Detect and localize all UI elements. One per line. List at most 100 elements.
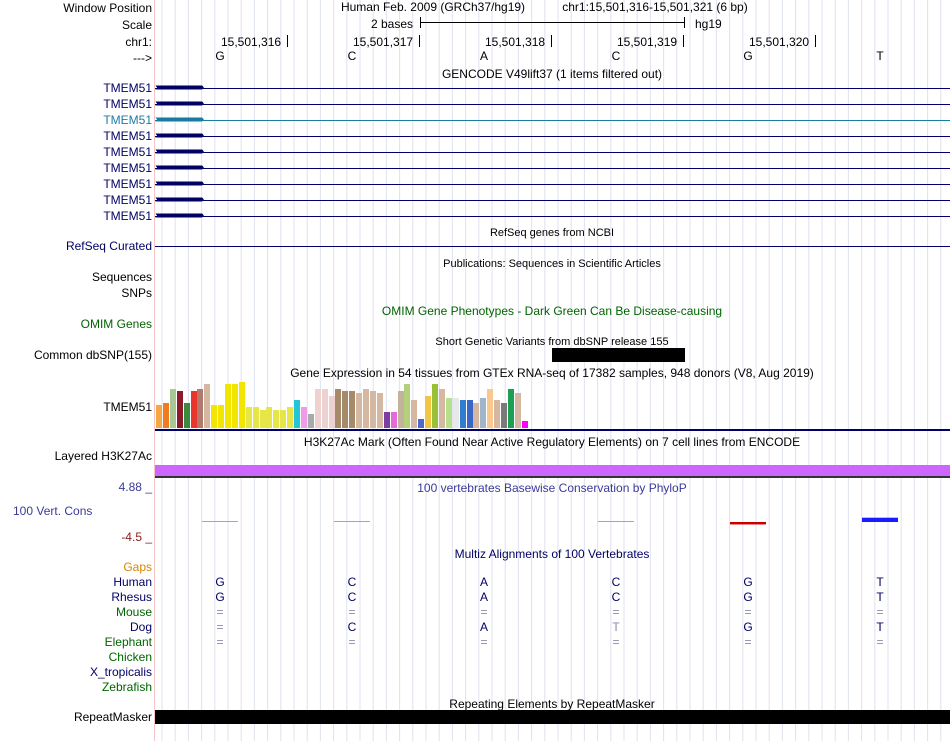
- gtex-tissue-bar[interactable]: [245, 407, 252, 428]
- gtex-tissue-bar[interactable]: [369, 391, 376, 428]
- gtex-tissue-bar[interactable]: [376, 393, 383, 428]
- gtex-tissue-bar[interactable]: [473, 403, 480, 428]
- gtex-tissue-bar[interactable]: [252, 407, 259, 428]
- gtex-tissue-bar[interactable]: [156, 405, 162, 428]
- gtex-tissue-bar[interactable]: [383, 412, 390, 428]
- dbsnp-track-label[interactable]: Common dbSNP(155): [33, 348, 152, 362]
- gtex-tissue-bar[interactable]: [211, 405, 218, 428]
- gtex-tissue-bar[interactable]: [432, 384, 438, 428]
- gtex-tissue-bar[interactable]: [266, 407, 273, 428]
- gencode-gene-label[interactable]: TMEM51: [103, 193, 152, 207]
- gtex-tissue-bar[interactable]: [404, 384, 411, 428]
- gtex-tissue-bar[interactable]: [169, 389, 176, 428]
- gencode-transcript-line[interactable]: [155, 168, 950, 169]
- gtex-tissue-bar[interactable]: [231, 384, 238, 428]
- multiz-species-label[interactable]: Elephant: [104, 635, 152, 649]
- h3k27ac-track-label[interactable]: Layered H3K27Ac: [54, 449, 152, 463]
- gtex-tissue-bar[interactable]: [349, 391, 356, 428]
- gtex-tissue-bar[interactable]: [183, 403, 190, 428]
- gencode-gene-label[interactable]: TMEM51: [103, 81, 152, 95]
- gencode-transcript-line[interactable]: [155, 200, 950, 201]
- gtex-tissue-bar[interactable]: [514, 393, 521, 428]
- gtex-tissue-bar[interactable]: [521, 421, 528, 428]
- multiz-species-label[interactable]: Chicken: [108, 650, 152, 664]
- gtex-tissue-bar[interactable]: [438, 389, 445, 428]
- refseq-gene-line[interactable]: [155, 246, 950, 247]
- gtex-tissue-bar[interactable]: [390, 412, 397, 428]
- multiz-species-label[interactable]: Dog: [129, 620, 152, 634]
- gtex-tissue-bar[interactable]: [176, 391, 183, 428]
- multiz-species-label[interactable]: Mouse: [115, 605, 152, 619]
- gtex-tissue-bar[interactable]: [238, 382, 245, 428]
- phylop-signal[interactable]: [155, 495, 950, 545]
- multiz-species-label[interactable]: Rhesus: [111, 590, 152, 604]
- multiz-species-label[interactable]: Human: [113, 575, 152, 589]
- phylop-score-mark[interactable]: [598, 521, 634, 522]
- gtex-tissue-bar[interactable]: [397, 391, 404, 428]
- gtex-tissue-bar[interactable]: [273, 410, 280, 428]
- gtex-tissue-bar[interactable]: [259, 410, 266, 428]
- gtex-tissue-bar[interactable]: [466, 400, 473, 428]
- phylop-score-mark[interactable]: [202, 521, 238, 522]
- gtex-tissue-bar[interactable]: [418, 419, 425, 428]
- phylop-score-mark[interactable]: [730, 522, 766, 525]
- gtex-tissue-bar[interactable]: [459, 400, 466, 428]
- phylop-score-mark[interactable]: [862, 517, 898, 522]
- gencode-gene-label[interactable]: TMEM51: [103, 129, 152, 143]
- gtex-tissue-bar[interactable]: [411, 400, 418, 428]
- dbsnp-variant-block[interactable]: [552, 348, 685, 362]
- gtex-tissue-bar[interactable]: [328, 396, 335, 428]
- gtex-tissue-bar[interactable]: [197, 389, 204, 428]
- track-data-area[interactable]: Human Feb. 2009 (GRCh37/hg19) chr1:15,50…: [155, 0, 950, 741]
- gencode-gene-label[interactable]: TMEM51: [103, 113, 152, 127]
- gencode-transcript-line[interactable]: [155, 104, 950, 105]
- repeatmasker-track-label[interactable]: RepeatMasker: [73, 710, 152, 724]
- gtex-tissue-bar[interactable]: [507, 389, 514, 428]
- gtex-tissue-bar[interactable]: [494, 400, 501, 428]
- repeatmasker-element[interactable]: [155, 710, 950, 724]
- gtex-tissue-bar[interactable]: [314, 389, 321, 428]
- gencode-transcript-line[interactable]: [155, 184, 950, 185]
- gencode-gene-label[interactable]: TMEM51: [103, 145, 152, 159]
- gtex-tissue-bar[interactable]: [225, 384, 231, 428]
- gtex-tissue-bar[interactable]: [190, 391, 197, 428]
- gtex-tissue-bar[interactable]: [162, 403, 169, 428]
- phylop-track-label[interactable]: 100 Vert. Cons: [13, 504, 93, 518]
- gtex-tissue-bar[interactable]: [445, 398, 452, 428]
- snps-track-label[interactable]: SNPs: [121, 286, 152, 300]
- gtex-tissue-bar[interactable]: [294, 400, 300, 428]
- gencode-gene-label[interactable]: TMEM51: [103, 209, 152, 223]
- gtex-track-label[interactable]: TMEM51: [103, 400, 152, 414]
- gtex-tissue-bar[interactable]: [425, 396, 432, 428]
- gencode-transcript-line[interactable]: [155, 88, 950, 89]
- gtex-expression-bars[interactable]: [155, 382, 535, 428]
- gtex-tissue-bar[interactable]: [342, 391, 349, 428]
- sequences-track-label[interactable]: Sequences: [91, 270, 152, 284]
- gencode-transcript-line[interactable]: [155, 216, 950, 217]
- gtex-tissue-bar[interactable]: [487, 389, 494, 428]
- gtex-tissue-bar[interactable]: [321, 389, 328, 428]
- gtex-tissue-bar[interactable]: [287, 407, 294, 428]
- gtex-tissue-bar[interactable]: [335, 389, 342, 428]
- phylop-score-mark[interactable]: [334, 521, 370, 522]
- refseq-track-label[interactable]: RefSeq Curated: [65, 239, 152, 253]
- gtex-tissue-bar[interactable]: [218, 405, 225, 428]
- gtex-tissue-bar[interactable]: [204, 384, 211, 428]
- gencode-transcript-line[interactable]: [155, 136, 950, 137]
- gencode-transcript-line[interactable]: [155, 120, 950, 121]
- gencode-gene-label[interactable]: TMEM51: [103, 97, 152, 111]
- gtex-tissue-bar[interactable]: [300, 407, 307, 428]
- gencode-gene-label[interactable]: TMEM51: [103, 161, 152, 175]
- multiz-species-label[interactable]: X_tropicalis: [89, 665, 152, 679]
- gencode-gene-label[interactable]: TMEM51: [103, 177, 152, 191]
- multiz-species-label[interactable]: Zebrafish: [101, 680, 152, 694]
- gtex-tissue-bar[interactable]: [501, 403, 507, 428]
- gtex-tissue-bar[interactable]: [480, 398, 487, 428]
- gencode-transcript-line[interactable]: [155, 152, 950, 153]
- h3k27ac-signal-band[interactable]: [155, 465, 950, 476]
- gtex-tissue-bar[interactable]: [452, 398, 459, 428]
- omim-track-label[interactable]: OMIM Genes: [80, 317, 152, 331]
- gtex-tissue-bar[interactable]: [280, 410, 287, 428]
- gtex-tissue-bar[interactable]: [307, 414, 314, 428]
